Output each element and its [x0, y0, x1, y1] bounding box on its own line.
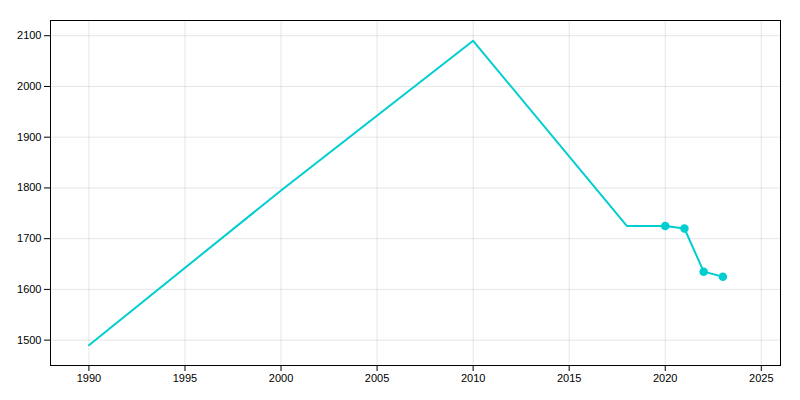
svg-text:1700: 1700: [17, 232, 41, 244]
svg-text:1800: 1800: [17, 181, 41, 193]
svg-text:2000: 2000: [269, 372, 293, 384]
svg-text:1995: 1995: [173, 372, 197, 384]
svg-text:1600: 1600: [17, 283, 41, 295]
svg-text:2020: 2020: [653, 372, 677, 384]
svg-text:2015: 2015: [557, 372, 581, 384]
svg-text:2005: 2005: [365, 372, 389, 384]
svg-text:2025: 2025: [749, 372, 773, 384]
svg-text:2000: 2000: [17, 80, 41, 92]
svg-text:1990: 1990: [77, 372, 101, 384]
svg-text:1900: 1900: [17, 131, 41, 143]
svg-text:2010: 2010: [461, 372, 485, 384]
svg-text:2100: 2100: [17, 29, 41, 41]
svg-text:1500: 1500: [17, 334, 41, 346]
